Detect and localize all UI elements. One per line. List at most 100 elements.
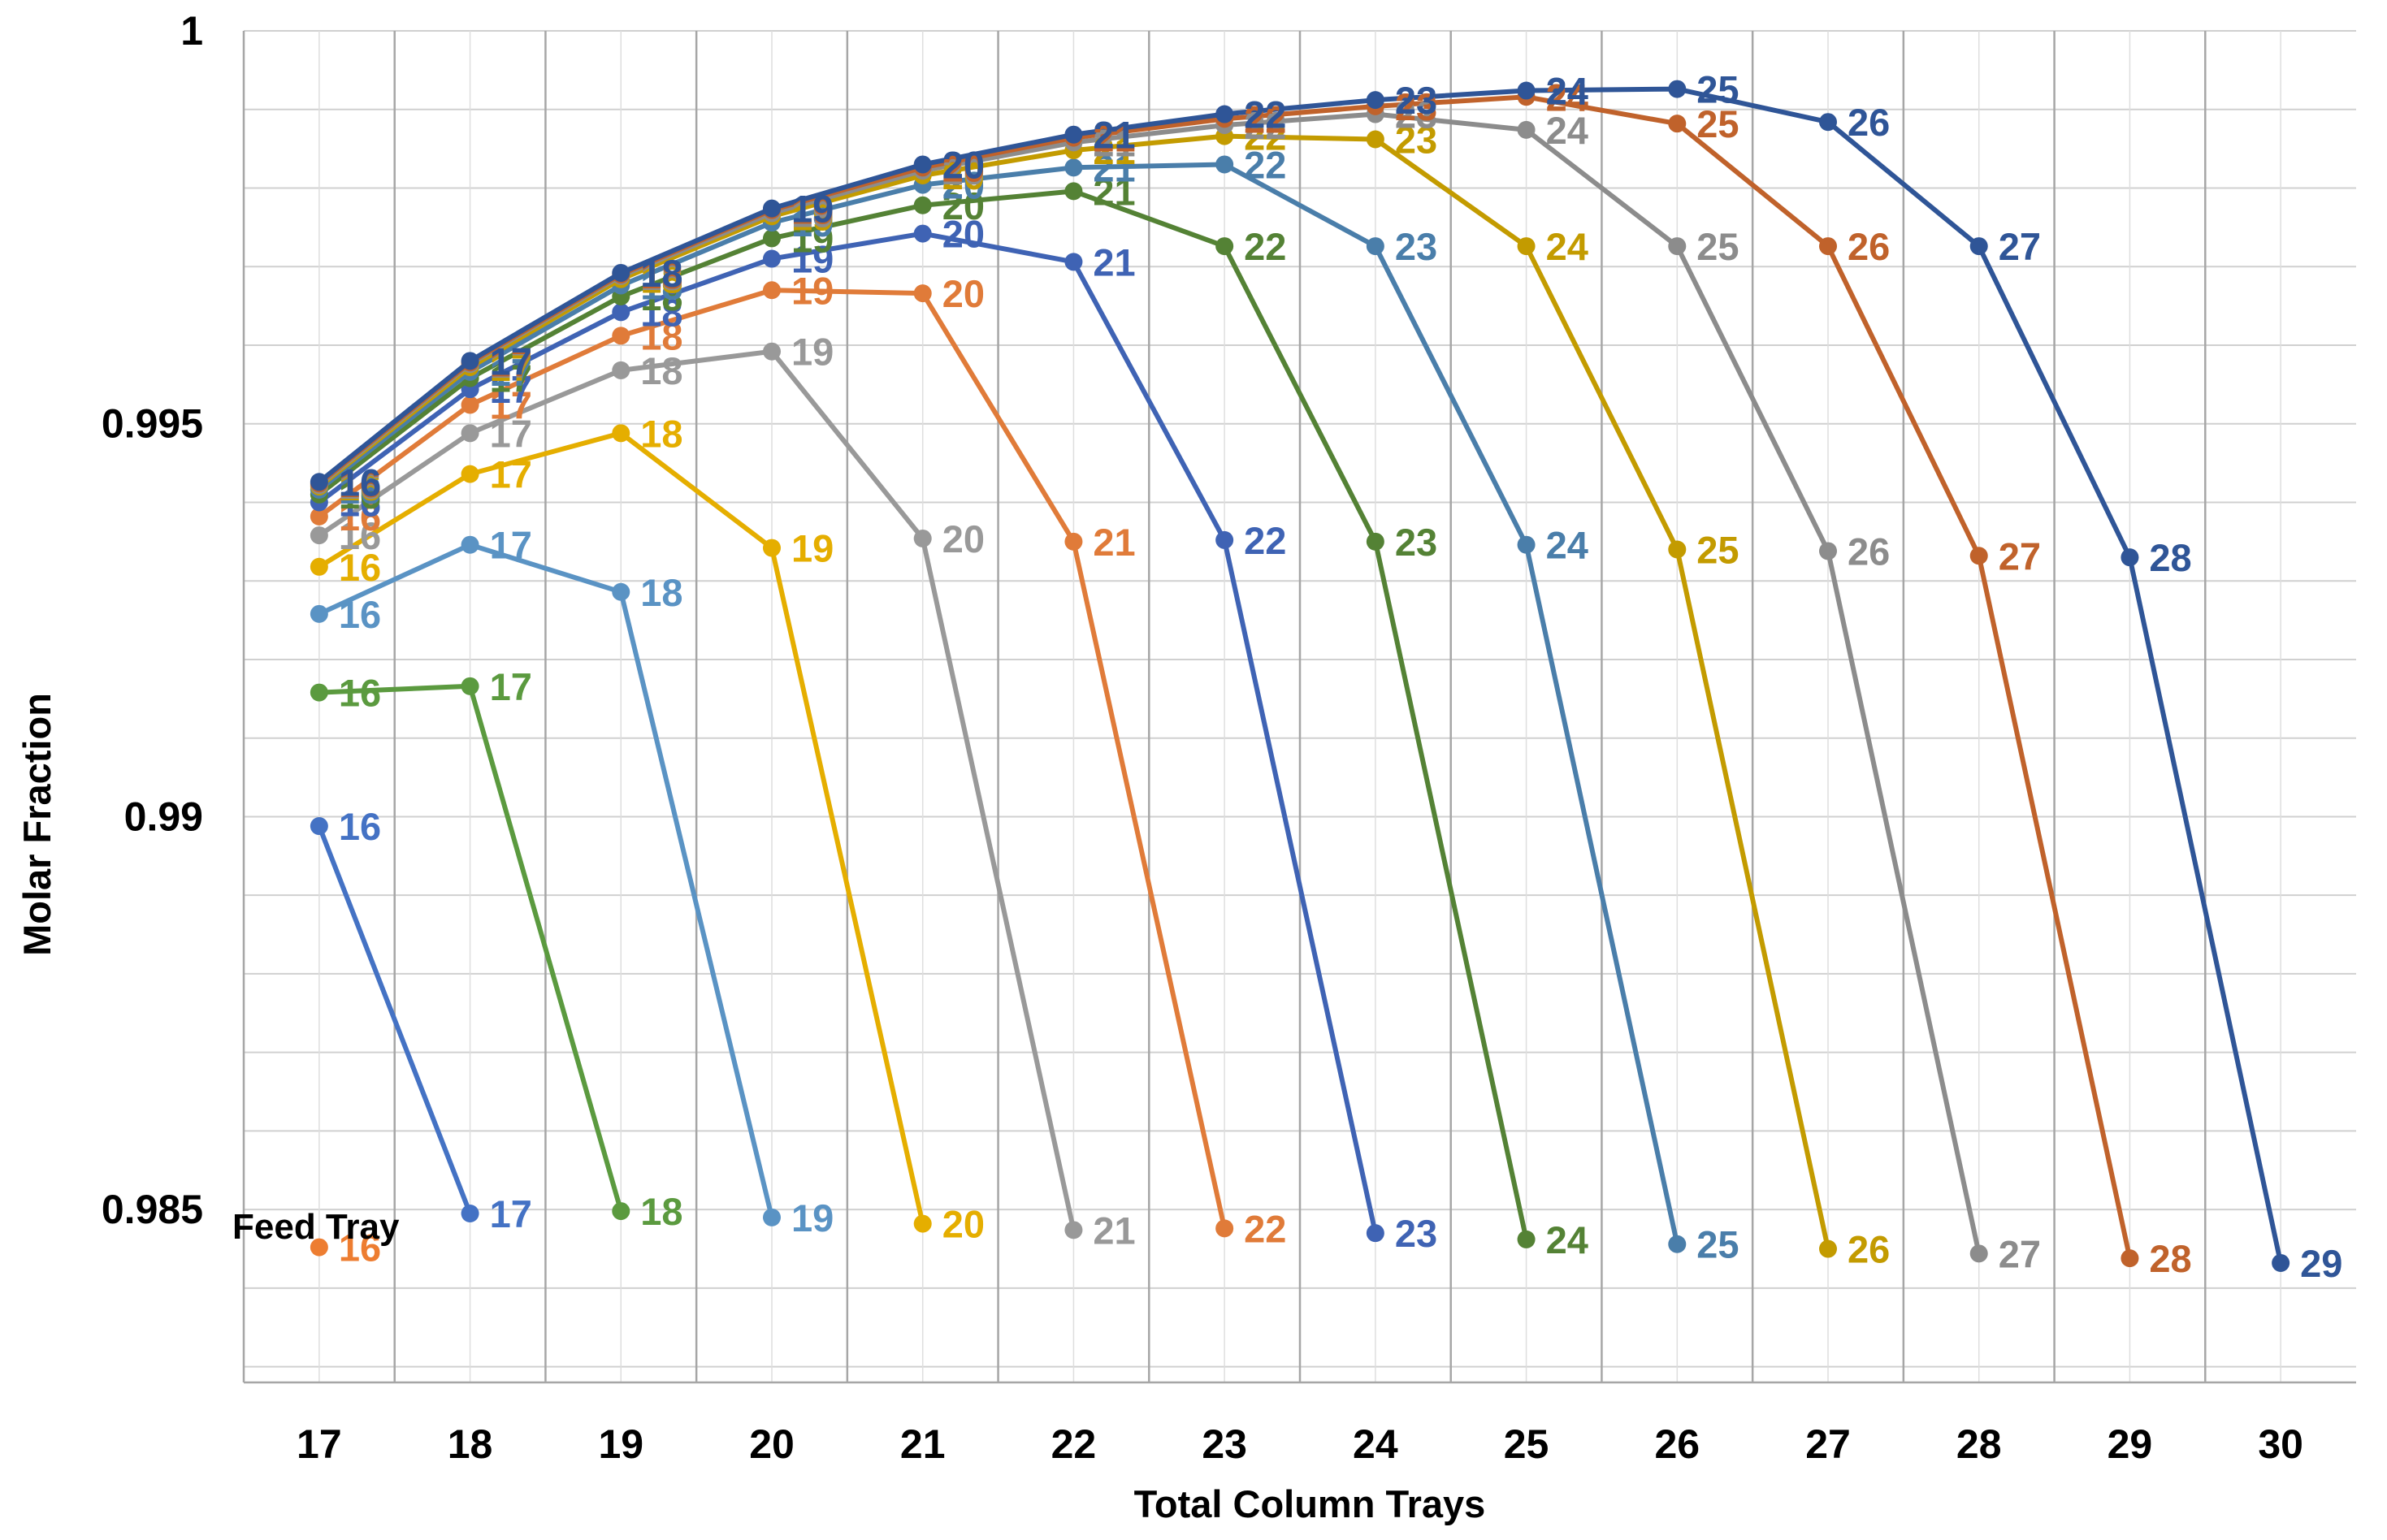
data-label: 27 [1999,534,2041,578]
data-label: 25 [1696,1223,1739,1266]
data-label: 18 [640,258,682,301]
data-point [763,229,781,248]
data-label: 26 [1848,101,1890,144]
data-point [913,1214,932,1233]
data-label: 20 [942,517,985,560]
data-point [913,196,932,214]
data-point [1517,120,1536,139]
series-2 [310,677,630,1221]
data-label: 17 [490,412,532,455]
data-label: 20 [942,154,985,197]
x-tick-label: 19 [598,1421,643,1467]
data-point [1668,540,1687,559]
data-label: 16 [339,672,381,715]
data-label: 21 [1093,114,1135,157]
data-label: 18 [640,314,682,357]
data-point [1064,158,1083,177]
data-label: 20 [942,213,985,256]
series-line [318,86,2284,1264]
data-label: 19 [791,1196,834,1239]
data-label: 19 [791,192,834,235]
data-point [612,1202,630,1221]
data-label: 21 [1093,129,1135,172]
data-label: 16 [339,474,381,517]
data-label: 26 [1848,530,1890,573]
series-line [318,231,1378,1234]
data-label: 22 [1244,97,1286,141]
data-point [310,604,328,623]
data-label: 17 [490,665,532,708]
data-label: 18 [640,275,682,318]
data-point [763,249,781,268]
data-point [1517,535,1536,554]
data-label: 24 [1546,524,1588,567]
data-label: 22 [1244,104,1286,147]
data-label: 24 [1546,76,1588,119]
data-point [461,396,479,414]
data-label: 16 [339,464,381,507]
data-label: 21 [1093,170,1135,213]
data-point [1819,113,1837,132]
x-tick-label: 30 [2258,1421,2303,1467]
data-label: 16 [339,1226,381,1270]
data-label: 18 [640,291,682,334]
data-point [310,817,328,836]
x-tick-label: 20 [749,1421,795,1467]
data-label: 20 [942,143,985,186]
data-label: 21 [1093,146,1135,189]
data-label: 16 [339,465,381,508]
data-point [1819,1239,1837,1258]
data-label: 16 [339,593,381,636]
data-label: 21 [1093,117,1135,160]
data-label: 19 [791,201,834,244]
data-label: 16 [339,495,381,539]
grid [244,30,2356,1382]
data-label: 18 [640,255,682,298]
data-point [461,677,479,695]
data-point [1064,125,1083,144]
data-label: 22 [1244,93,1286,136]
data-label: 17 [490,340,532,383]
data-point [763,1208,781,1226]
data-label: 28 [2149,1237,2191,1280]
data-point [1969,547,1988,565]
data-label: 20 [942,149,985,192]
data-label: 28 [2149,536,2191,579]
data-label: 18 [640,571,682,614]
data-point [913,155,932,174]
data-label: 17 [490,368,532,411]
data-label: 25 [1696,102,1739,145]
data-label: 23 [1395,119,1437,162]
series-4 [310,424,932,1233]
data-point [461,352,479,370]
data-label: 16 [339,546,381,589]
data-label: 18 [640,253,682,296]
data-point [1517,237,1536,256]
data-point [612,303,630,322]
series-line [318,542,774,1218]
data-label: 25 [1696,68,1739,111]
data-label: 18 [640,412,682,455]
series-13 [310,80,2290,1272]
data-label: 19 [791,238,834,281]
data-point [1366,532,1384,551]
data-label: 24 [1546,109,1588,152]
data-point [1366,91,1384,110]
data-label: 16 [339,469,381,512]
data-point [1668,115,1687,133]
data-point [2121,1249,2139,1268]
data-point [913,529,932,547]
series-3 [310,535,781,1226]
data-point [1517,81,1536,100]
data-label: 23 [1395,93,1437,136]
series-group [310,80,2290,1272]
series-line [318,348,1077,1231]
data-point [461,424,479,443]
axes: 1 0.995 0.99 0.985 17 18 19 20 21 22 23 24 25 26 27 28 2… [102,8,2356,1467]
data-label: 20 [942,272,985,315]
data-label: 24 [1546,1218,1588,1261]
data-point [2272,1253,2290,1272]
data-label: 20 [942,146,985,189]
